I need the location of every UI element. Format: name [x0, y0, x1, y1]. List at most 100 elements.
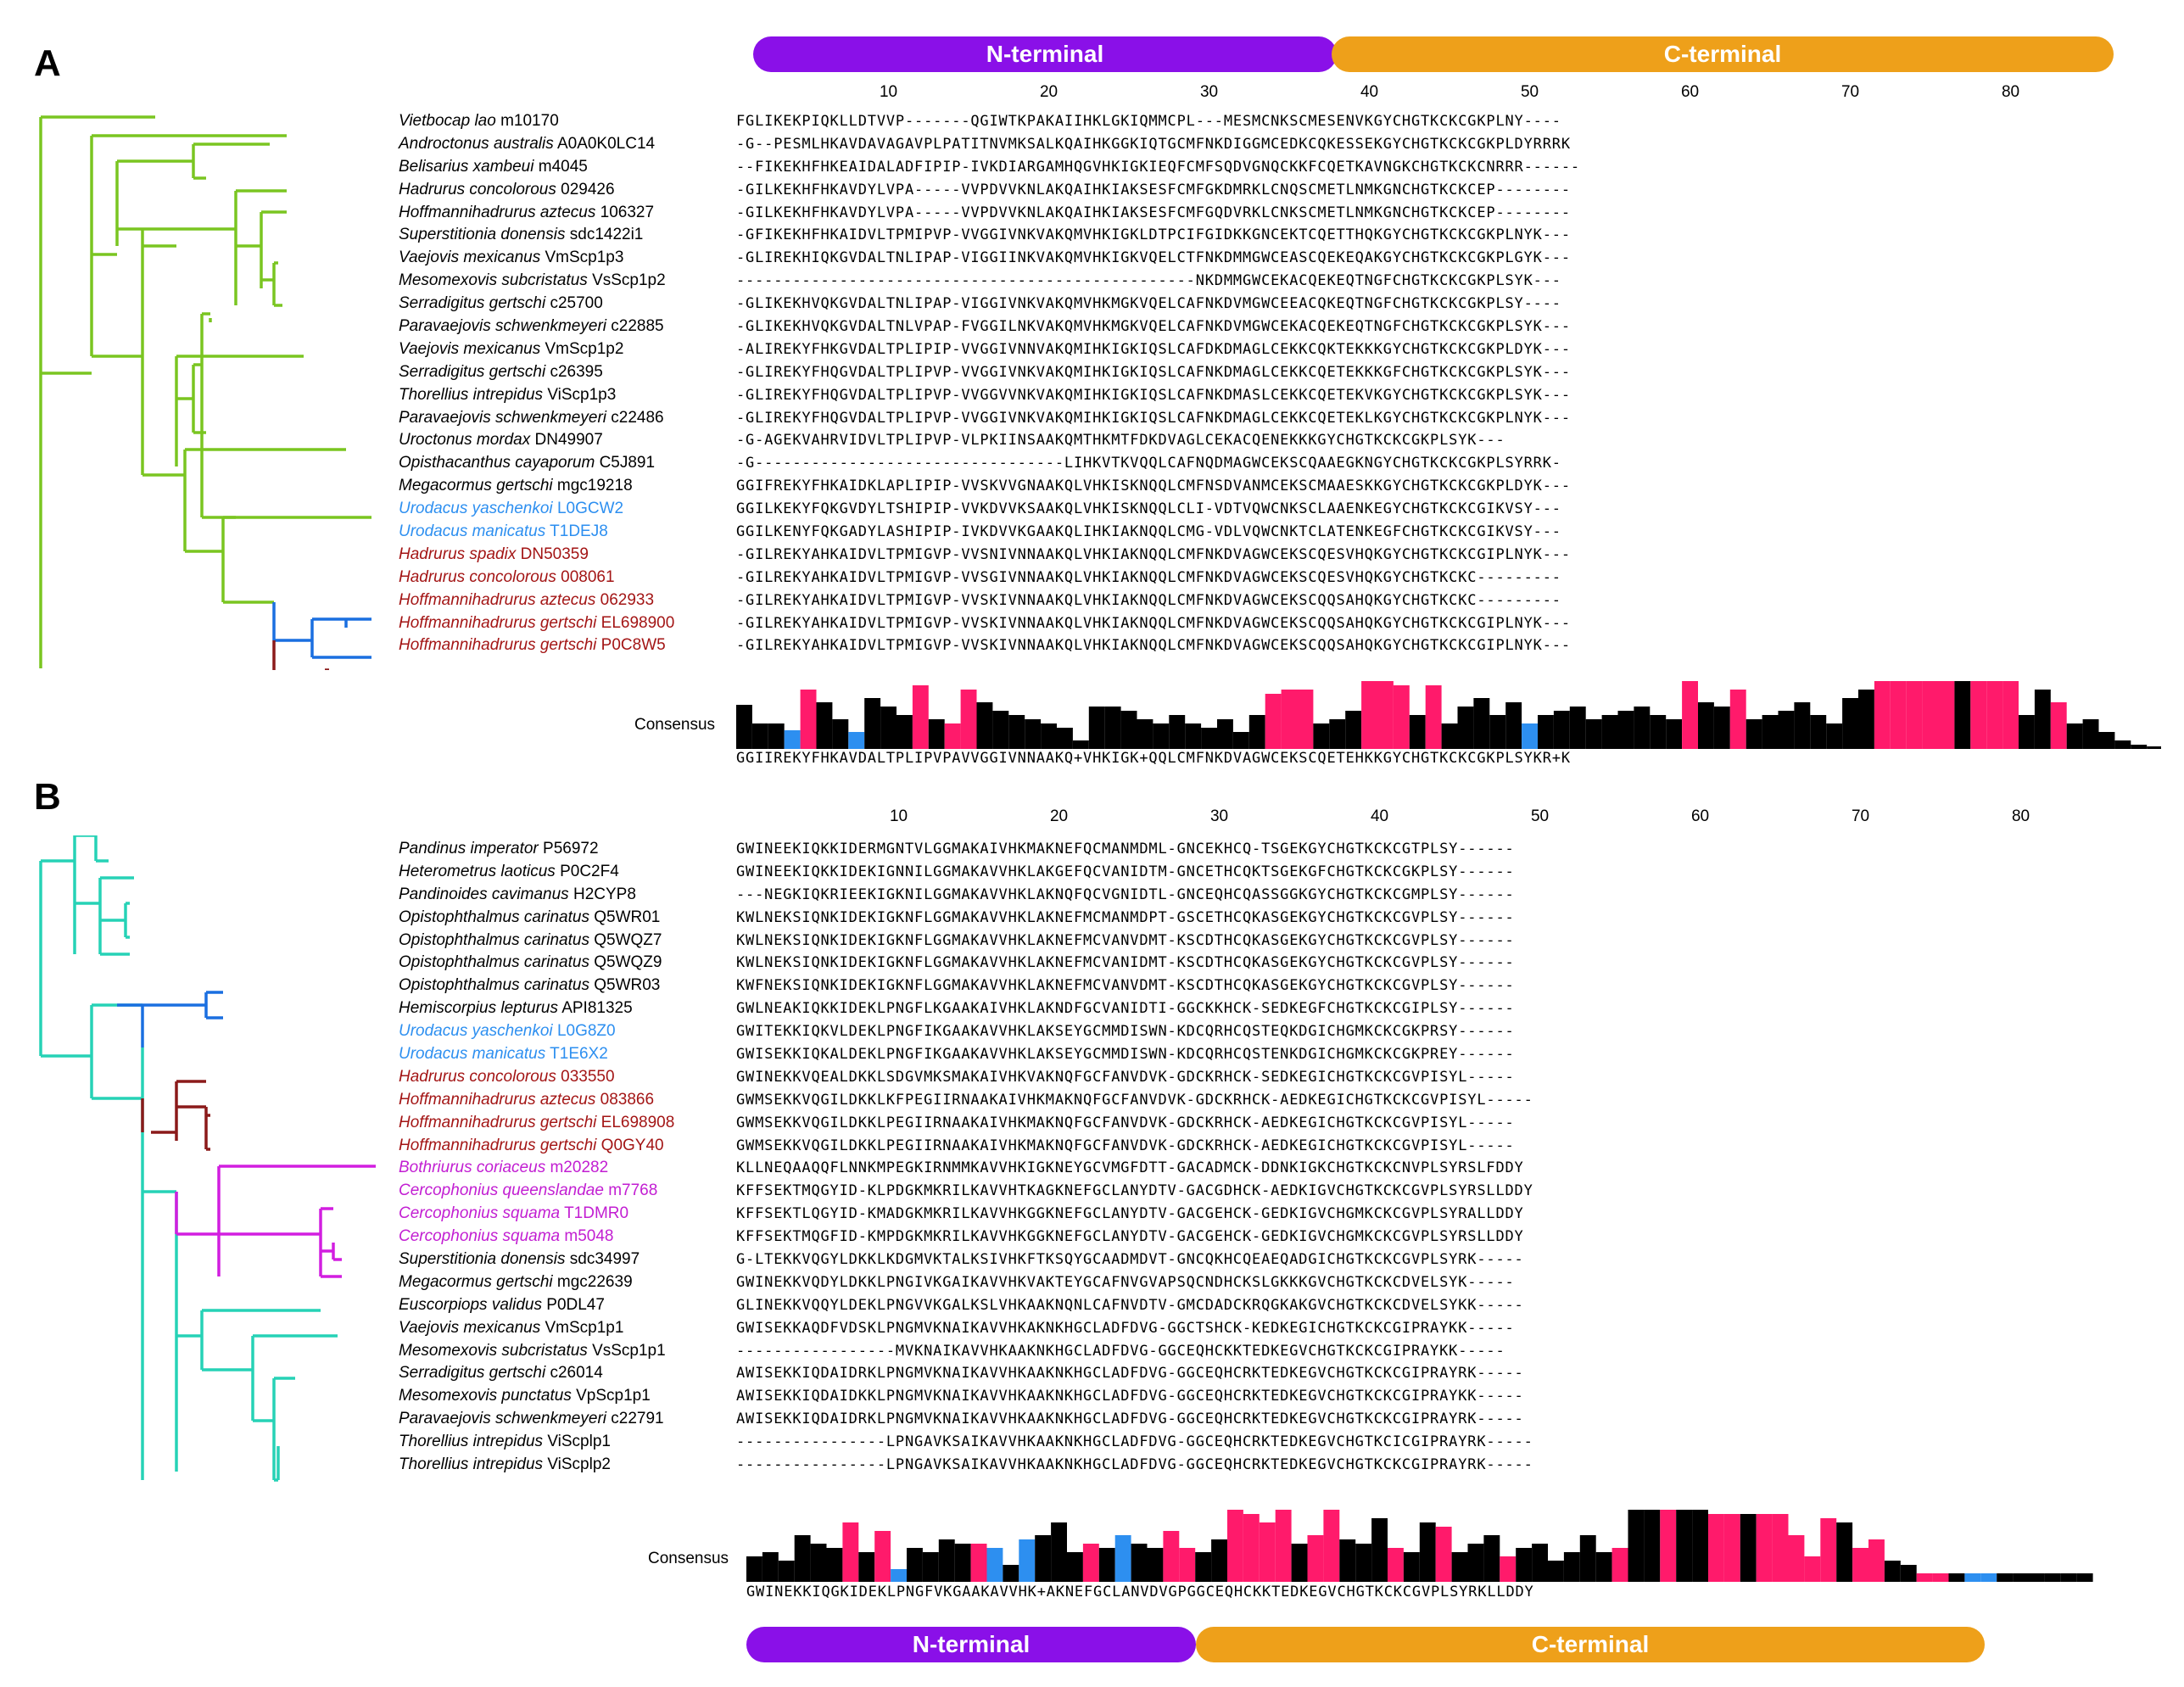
taxon-label: Hoffmannihadrurus aztecus 062933: [399, 589, 738, 612]
taxon-genus: Hadrurus concolorous: [399, 567, 556, 586]
taxon-label: Serradigitus gertschi c26395: [399, 361, 738, 384]
consensus-bar: [1932, 1573, 1949, 1582]
taxon-genus: Paravaejovis schwenkmeyeri: [399, 1410, 606, 1428]
consensus-bar: [2131, 745, 2148, 749]
taxon-label: Hoffmannihadrurus gertschi Q0GY40: [399, 1135, 738, 1158]
ruler-tick: 60: [1690, 807, 1710, 825]
ruler-tick: 80: [2001, 83, 2020, 101]
taxon-genus: Opistophthalmus carinatus: [399, 930, 589, 949]
taxon-label: Paravaejovis schwenkmeyeri c22791: [399, 1408, 738, 1431]
taxon-label: Belisarius xambeui m4045: [399, 156, 738, 179]
panel-b: B 10 20 30 40 50 60 70 80 Pandinus imperator P5…: [0, 776, 2184, 1687]
taxon-id: DN50359: [520, 545, 589, 563]
taxon-genus: Urodacus manicatus: [399, 1045, 546, 1064]
taxon-genus: Opistophthalmus carinatus: [399, 953, 589, 972]
consensus-bar: [1355, 1544, 1372, 1582]
taxon-genus: Serradigitus gertschi: [399, 1364, 546, 1383]
ruler-tick: 40: [1360, 83, 1379, 101]
taxon-label: Cercophonius squama T1DMR0: [399, 1203, 738, 1226]
taxon-id: T1DEJ8: [550, 522, 608, 541]
taxon-id: T1DMR0: [564, 1204, 629, 1223]
consensus-bar: [1008, 715, 1025, 749]
alignment-row: -GILREKYAHKAIDVLTPMIGVP-VVSKIVNNAAKQLVHK…: [736, 614, 1571, 632]
consensus-bar: [1826, 723, 1843, 749]
taxon-id: API81325: [561, 999, 633, 1018]
consensus-bar: [1451, 1552, 1468, 1582]
alignment-row: ----------------LPNGAVKSAIKAVVHKAAKNKHGC…: [736, 1456, 1533, 1474]
consensus-bar: [762, 1552, 779, 1582]
consensus-bar: [778, 1561, 795, 1582]
consensus-bar: [1147, 1548, 1164, 1582]
consensus-bar: [1682, 681, 1698, 749]
consensus-bar: [922, 1552, 939, 1582]
consensus-bar: [928, 719, 945, 749]
consensus-bar: [1692, 1510, 1708, 1582]
taxon-genus: Paravaejovis schwenkmeyeri: [399, 317, 606, 336]
consensus-bar: [2098, 732, 2115, 749]
taxon-genus: Hemiscorpius lepturus: [399, 999, 558, 1018]
consensus-bar: [1377, 681, 1394, 749]
consensus-bar: [1964, 1573, 1981, 1582]
consensus-bar: [1201, 728, 1217, 749]
alignment-row: KFFSEKTMQGFID-KMPDGKMKRILKAVVHKGGKNEFGCL…: [736, 1228, 1524, 1246]
panel-b-alignment: GWINEEKIQKKIDERMGNTVLGGMAKAIVHKMAKNEFQCM…: [736, 838, 2161, 1477]
consensus-bar: [1874, 681, 1891, 749]
consensus-bar: [1884, 1561, 1901, 1582]
taxon-genus: Vaejovis mexicanus: [399, 1318, 541, 1337]
consensus-bar: [1419, 1522, 1436, 1582]
consensus-bar: [826, 1548, 843, 1582]
panel-b-consensus-sequence: GWINEKKIQGKIDEKLPNGFVKGAAKAVVHK+AKNEFGCL…: [746, 1584, 1534, 1600]
consensus-bar: [1227, 1510, 1243, 1582]
ruler-tick: 10: [889, 807, 908, 825]
alignment-row: GWINEKKVQDYLDKKLPNGIVKGAIKAVVHKVAKTEYGCA…: [736, 1273, 1515, 1291]
consensus-bar: [1185, 723, 1202, 749]
taxon-label: Hoffmannihadrurus aztecus 083866: [399, 1089, 738, 1112]
consensus-bar: [1361, 681, 1377, 749]
taxon-label: Paravaejovis schwenkmeyeri c22486: [399, 407, 738, 430]
consensus-bar: [1548, 1561, 1564, 1582]
taxon-genus: Serradigitus gertschi: [399, 362, 546, 381]
consensus-bar: [1601, 715, 1618, 749]
consensus-bar: [1810, 715, 1827, 749]
alignment-row: G-LTEKKVQGYLDKKLKDGMVKTALKSIVHKFTKSQYGCA…: [736, 1251, 1524, 1269]
taxon-id: m5048: [564, 1227, 614, 1246]
alignment-row: AWISEKKIQDAIDRKLPNGMVKNAIKAVVHKAAKNKHGCL…: [736, 1365, 1524, 1383]
consensus-bar: [1088, 707, 1105, 749]
consensus-bar: [1041, 723, 1057, 749]
consensus-bar: [746, 1556, 762, 1582]
alignment-row: GWMSEKKVQGILDKKLPEGIIRNAAKAIVHKMAKNQFGCF…: [736, 1114, 1515, 1131]
consensus-bar: [810, 1544, 827, 1582]
taxon-genus: Vaejovis mexicanus: [399, 339, 541, 358]
taxon-label: Urodacus manicatus T1DEJ8: [399, 521, 738, 544]
taxon-id: ViScp1p3: [547, 385, 617, 404]
taxon-genus: Thorellius intrepidus: [399, 1433, 544, 1451]
taxon-genus: Pandinus imperator: [399, 840, 539, 857]
alignment-row: ----------------------------------------…: [736, 272, 1561, 290]
consensus-bar: [1388, 1548, 1404, 1582]
taxon-genus: Hadrurus concolorous: [399, 180, 556, 198]
consensus-bar: [858, 1552, 875, 1582]
consensus-bar: [1248, 715, 1265, 749]
alignment-row: GWMSEKKVQGILDKKLPEGIIRNAAKAIVHKMAKNQFGCF…: [736, 1137, 1515, 1154]
taxon-id: Q5WR01: [594, 908, 661, 926]
consensus-bar: [768, 723, 785, 749]
consensus-bar: [1842, 698, 1858, 749]
consensus-bar: [1617, 711, 1634, 749]
consensus-bar: [1169, 715, 1186, 749]
consensus-bar: [2034, 690, 2051, 749]
taxon-genus: Urodacus yaschenkoi: [399, 500, 553, 518]
consensus-bar: [1986, 681, 2003, 749]
taxon-id: 062933: [600, 590, 655, 609]
alignment-row: KFFSEKTMQGYID-KLPDGKMKRILKAVVHTKAGKNEFGC…: [736, 1182, 1533, 1200]
ruler-tick: 30: [1209, 807, 1229, 825]
taxon-id: m4045: [538, 157, 588, 176]
panel-a-phylogenetic-tree: [39, 115, 371, 670]
taxon-genus: Paravaejovis schwenkmeyeri: [399, 408, 606, 427]
consensus-bar: [1232, 732, 1249, 749]
alignment-row: KWLNEKSIQNKIDEKIGKNFLGGMAKAVVHKLAKNEFMCV…: [736, 931, 1515, 949]
taxon-genus: Mesomexovis punctatus: [399, 1387, 572, 1405]
taxon-genus: Cercophonius squama: [399, 1227, 561, 1246]
taxon-id: 106327: [600, 203, 655, 221]
consensus-bar: [960, 690, 977, 749]
consensus-bar: [907, 1548, 923, 1582]
